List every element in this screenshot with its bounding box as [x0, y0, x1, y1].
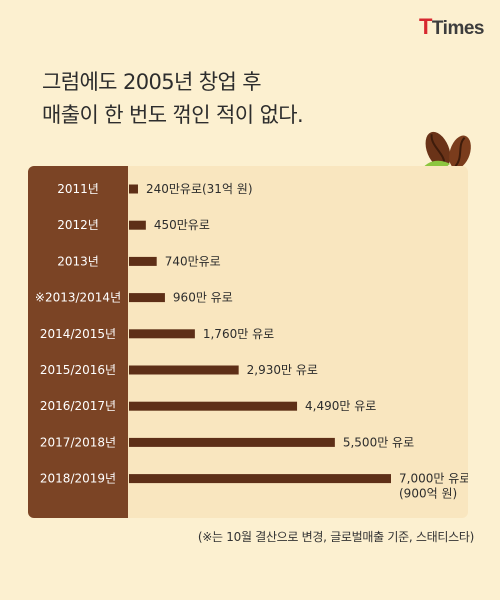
value-label: 740만유로: [165, 254, 221, 268]
value-label: 4,490만 유로: [305, 399, 376, 413]
year-label: 2013년: [57, 254, 99, 268]
year-label: 2016/2017년: [40, 399, 116, 413]
chart-card: 2011년 240만유로(31억 원) 2012년 450만유로 2013년 740만유로…: [28, 166, 468, 518]
revenue-bar: [129, 365, 239, 375]
headline-line-2: 매출이 한 번도 꺾인 적이 없다.: [42, 103, 304, 127]
footnote: (※는 10월 결산으로 변경, 글로벌매출 기준, 스태티스타): [197, 530, 474, 544]
value-label: 960만 유로: [173, 291, 233, 305]
logo-name: Times: [431, 18, 485, 39]
value-label: 2,930만 유로: [247, 363, 318, 377]
revenue-bar: [129, 329, 195, 339]
value-label: 240만유로(31억 원): [146, 182, 253, 196]
bar-chart: 2011년 240만유로(31억 원) 2012년 450만유로 2013년 740만유로…: [35, 182, 468, 501]
year-label: 2012년: [57, 218, 99, 232]
revenue-bar: [129, 256, 157, 266]
value-label: 1,760만 유로: [203, 327, 274, 341]
revenue-bar: [129, 474, 391, 484]
value-label: 7,000만 유로: [399, 472, 468, 486]
revenue-bar: [129, 220, 146, 230]
revenue-bar: [129, 293, 165, 303]
headline: 그럼에도 2005년 창업 후 매출이 한 번도 꺾인 적이 없다.: [42, 66, 304, 132]
value-label: 5,500만 유로: [343, 435, 414, 449]
year-label: 2011년: [57, 182, 99, 196]
headline-line-1: 그럼에도 2005년 창업 후: [42, 70, 262, 94]
year-label: ※2013/2014년: [35, 291, 121, 305]
value-label: 450만유로: [154, 218, 210, 232]
revenue-bar: [129, 437, 335, 447]
logo-t-letter: T: [418, 14, 432, 39]
brand-logo: TTimes: [418, 14, 485, 40]
year-label: 2017/2018년: [40, 435, 116, 449]
year-label: 2015/2016년: [40, 363, 116, 377]
revenue-bar: [129, 401, 298, 411]
value-label: (900억 원): [399, 487, 457, 501]
revenue-bar: [129, 184, 138, 194]
year-sidebar: [28, 166, 128, 518]
year-label: 2018/2019년: [40, 472, 116, 486]
year-label: 2014/2015년: [40, 327, 116, 341]
